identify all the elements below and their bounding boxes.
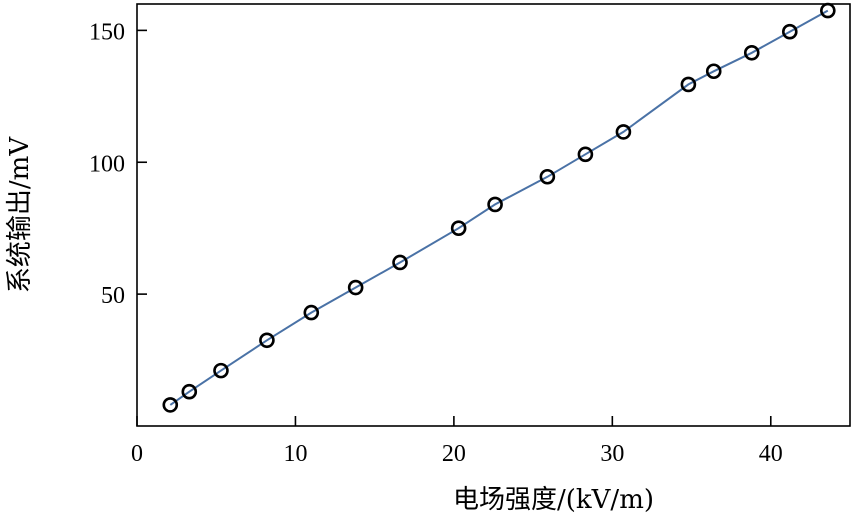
y-tick-label: 50 <box>101 283 125 309</box>
data-point <box>162 397 179 413</box>
y-tick-label: 100 <box>89 151 125 177</box>
data-point <box>743 44 760 61</box>
data-point <box>392 254 408 271</box>
data-point <box>487 196 503 213</box>
data-point <box>259 332 275 349</box>
x-axis-title: 电场强度/(kV/m) <box>453 485 654 515</box>
series-line <box>169 9 829 406</box>
data-point <box>303 304 320 321</box>
x-tick-label: 40 <box>759 441 783 467</box>
x-axis-ticks: 0 10 20 30 40 <box>131 416 783 467</box>
data-point <box>820 2 836 19</box>
data-point <box>181 383 198 400</box>
data-point <box>577 146 594 163</box>
plot-frame <box>136 3 851 427</box>
data-point <box>615 124 632 140</box>
y-tick-label: 150 <box>89 19 125 45</box>
data-point <box>781 23 798 40</box>
data-point <box>450 220 467 236</box>
data-point <box>347 279 364 296</box>
series-group <box>162 2 836 413</box>
plot-area-frame <box>136 3 851 427</box>
x-tick-label: 30 <box>600 441 624 467</box>
x-tick-label: 0 <box>131 441 143 467</box>
data-point <box>539 168 556 185</box>
y-axis-ticks: 50 100 150 <box>89 19 147 309</box>
x-tick-label: 20 <box>442 441 466 467</box>
data-point <box>213 362 229 379</box>
x-tick-label: 10 <box>283 441 307 467</box>
data-point <box>705 63 722 80</box>
y-axis-title: 系统输出/mV <box>5 136 35 293</box>
data-point <box>680 76 697 93</box>
